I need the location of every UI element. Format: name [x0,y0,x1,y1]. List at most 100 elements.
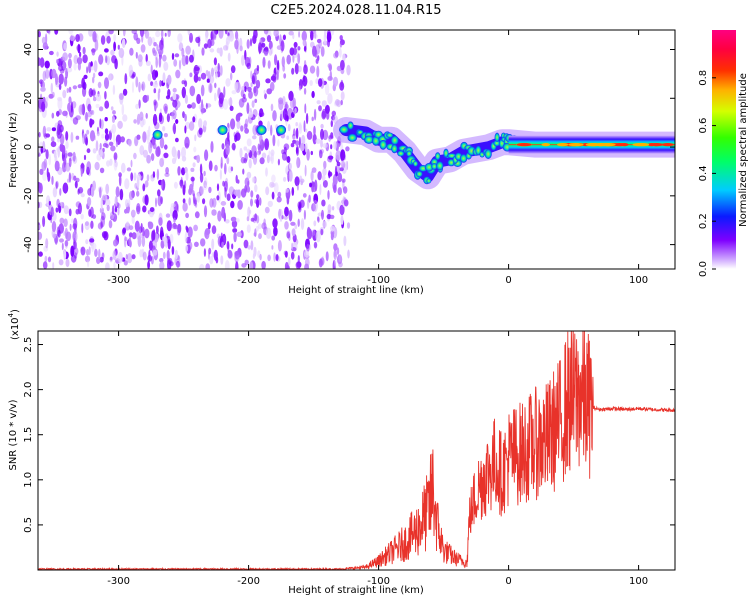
spectrogram-noise-cell [96,130,100,137]
spectrogram-cluster [276,124,287,135]
spectrogram-noise-cell [330,144,333,150]
spectrogram-noise-cell [184,125,187,134]
signal-blob [436,161,444,171]
spectrogram-noise-cell [117,44,120,50]
spectrogram-noise-cell [141,31,144,43]
spectrogram-noise-cell [157,189,161,197]
spectrogram-noise-cell [90,220,94,229]
spectrogram-noise-cell [291,186,295,196]
spectrogram-noise-cell [108,30,114,35]
spectrogram-noise-cell [220,65,223,76]
spectrogram-noise-cell [52,262,55,269]
spectrogram-noise-cell [118,174,122,187]
spectrogram-noise-cell [253,232,257,237]
spectrogram-noise-cell [163,152,169,159]
spectrogram-noise-cell [86,148,91,154]
spectrogram-noise-cell [152,249,158,256]
spectrogram-noise-cell [230,166,234,172]
spectrogram-noise-cell [39,201,43,208]
spectrogram-noise-cell [90,89,96,96]
spectrogram-noise-cell [152,113,158,126]
spectrogram-noise-cell [181,47,185,57]
spectrogram-noise-cell [338,261,343,268]
spectrogram-noise-cell [269,156,273,162]
spectrogram-noise-cell [55,73,58,86]
spectrogram-noise-cell [258,114,261,122]
spectrogram-noise-cell [108,130,112,141]
spectrogram-noise-cell [250,70,253,80]
spectrogram-noise-cell [333,243,338,251]
spectrogram-noise-cell [105,262,110,269]
spectrogram-noise-cell [242,93,246,100]
spectrogram-noise-cell [143,149,148,158]
spectrogram-noise-cell [298,85,302,91]
spectrogram-noise-cell [313,220,317,227]
spectrogram-noise-cell [332,76,339,87]
spectrogram-noise-cell [69,34,75,42]
spectrogram-noise-cell [126,221,130,227]
spectrogram-noise-cell [185,121,191,129]
spectrogram-noise-cell [148,141,153,154]
spectrogram-noise-cell [271,174,276,183]
spectrogram-noise-cell [284,221,289,230]
spectrogram-noise-cell [49,204,53,216]
signal-blob [415,170,423,178]
spectrogram-noise-cell [315,230,321,243]
snr-y-label: SNR (10 * v/v) [8,399,19,470]
spectrogram-noise-cell [211,238,215,250]
spectrogram-noise-cell [128,237,132,247]
spectrogram-noise-cell [277,240,282,252]
spectrogram-noise-cell [200,84,205,97]
spectrogram-noise-cell [114,206,118,213]
spectrogram-noise-cell [198,118,203,129]
spectrogram-noise-cell [304,263,309,269]
spectrogram-noise-cell [92,96,97,102]
spectrogram-noise-cell [125,254,128,260]
spectrogram-noise-cell [127,139,132,147]
colorbar-tick-label: 0.8 [698,70,709,86]
spectrogram-noise-cell [170,203,176,208]
spectrogram-noise-cell [330,120,333,128]
spectrogram-noise-cell [134,220,140,232]
spectrogram-noise-cell [230,72,233,81]
spectrogram-noise-cell [345,146,350,152]
spectrogram-noise-cell [298,124,303,134]
spectrogram-noise-cell [311,203,316,212]
spectrogram-noise-cell [146,134,150,145]
spectrogram-noise-cell [269,181,275,188]
spectrogram-noise-cell [247,206,251,218]
spectrogram-noise-cell [264,138,270,151]
spectrogram-noise-cell [184,231,188,244]
spectrogram-noise-cell [46,167,49,178]
spectrogram-noise-cell [247,245,251,250]
spectrogram-noise-cell [251,100,255,108]
spectrogram-noise-cell [113,159,118,171]
spectrogram-noise-cell [241,55,245,66]
spectrogram-noise-cell [203,248,206,257]
spectrogram-noise-cell [152,81,159,88]
spectrogram-noise-cell [259,253,262,261]
spectrogram-noise-cell [173,224,179,230]
spectrogram-noise-cell [208,186,212,194]
spectrogram-noise-cell [131,81,135,94]
spectrogram-noise-cell [293,41,298,48]
spectrogram-noise-cell [250,198,253,207]
spectrogram-noise-cell [332,259,336,269]
spectrogram-noise-cell [249,38,253,47]
spectrogram-noise-cell [69,223,72,231]
spectrogram-noise-cell [303,64,308,75]
spectrogram-noise-cell [67,178,70,183]
spectrogram-noise-cell [113,41,116,52]
spectrogram-noise-cell [205,263,210,269]
spectrogram-noise-cell [246,148,251,153]
spectrogram-noise-cell [217,210,222,222]
spectrogram-noise-cell [68,86,72,93]
signal-band-peak [541,143,550,147]
spectrogram-noise-cell [185,55,189,65]
spectrogram-noise-cell [152,50,157,56]
spectrogram-noise-cell [99,118,102,129]
spectrogram-noise-cell [306,130,313,140]
spectrogram-noise-cell [166,113,170,123]
spectrogram-noise-cell [286,135,290,140]
spectrogram-noise-cell [147,36,153,47]
